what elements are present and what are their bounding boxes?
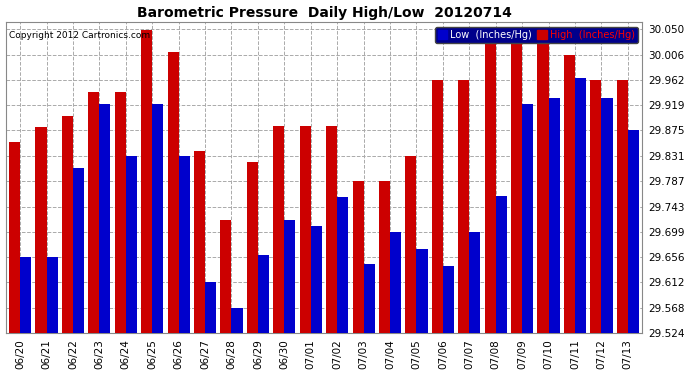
Bar <box>522 104 533 333</box>
Bar <box>564 54 575 333</box>
Bar <box>141 30 152 333</box>
Bar <box>443 266 454 333</box>
Bar <box>46 257 57 333</box>
Bar <box>247 162 258 333</box>
Bar <box>575 78 586 333</box>
Bar <box>390 232 401 333</box>
Bar <box>62 116 73 333</box>
Bar <box>179 156 190 333</box>
Bar <box>205 282 216 333</box>
Bar <box>495 196 507 333</box>
Bar <box>73 168 84 333</box>
Bar <box>511 29 522 333</box>
Bar <box>152 104 164 333</box>
Bar <box>549 99 560 333</box>
Bar <box>299 126 310 333</box>
Bar <box>628 130 639 333</box>
Bar <box>273 126 284 333</box>
Bar <box>602 99 613 333</box>
Bar <box>458 80 469 333</box>
Bar <box>35 128 46 333</box>
Bar <box>284 220 295 333</box>
Bar <box>115 92 126 333</box>
Bar <box>469 232 480 333</box>
Bar <box>20 257 31 333</box>
Bar <box>432 80 443 333</box>
Bar <box>310 226 322 333</box>
Bar <box>617 80 628 333</box>
Bar <box>337 197 348 333</box>
Bar <box>258 255 269 333</box>
Bar <box>353 181 364 333</box>
Bar <box>231 308 243 333</box>
Bar <box>126 156 137 333</box>
Bar <box>538 29 549 333</box>
Bar <box>591 80 602 333</box>
Bar <box>9 142 20 333</box>
Bar <box>168 52 179 333</box>
Bar <box>364 264 375 333</box>
Bar <box>379 181 390 333</box>
Legend: Low  (Inches/Hg), High  (Inches/Hg): Low (Inches/Hg), High (Inches/Hg) <box>435 27 638 43</box>
Title: Barometric Pressure  Daily High/Low  20120714: Barometric Pressure Daily High/Low 20120… <box>137 6 511 20</box>
Bar <box>99 104 110 333</box>
Bar <box>220 220 231 333</box>
Text: Copyright 2012 Cartronics.com: Copyright 2012 Cartronics.com <box>9 32 150 40</box>
Bar <box>88 92 99 333</box>
Bar <box>326 126 337 333</box>
Bar <box>194 150 205 333</box>
Bar <box>417 249 428 333</box>
Bar <box>405 156 417 333</box>
Bar <box>484 42 495 333</box>
